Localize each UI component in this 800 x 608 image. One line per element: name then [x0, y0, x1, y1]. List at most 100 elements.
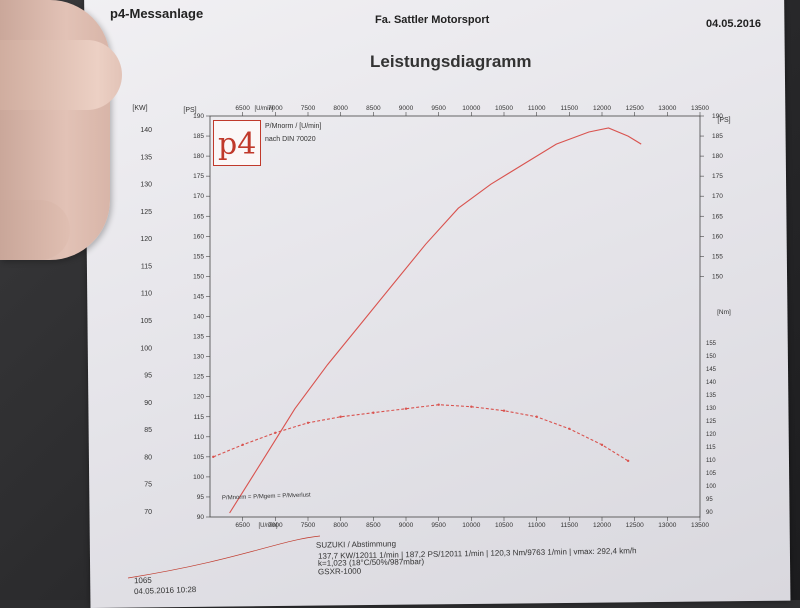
- x-tick-label-bottom: 13000: [658, 522, 676, 529]
- footer-curve: [127, 535, 321, 579]
- footer-id: 1065: [133, 575, 152, 586]
- x-tick-label-bottom: 7000: [268, 522, 283, 529]
- ps-tick-label-right: 165: [712, 213, 723, 220]
- nm-tick-label: 150: [706, 354, 717, 360]
- nm-unit: [Nm]: [717, 309, 731, 316]
- x-tick-label-top: 7000: [268, 105, 283, 112]
- x-tick-label-top: 11500: [561, 105, 579, 112]
- kw-tick-label: 85: [144, 427, 152, 434]
- ps-unit-left: [PS]: [183, 107, 196, 114]
- x-tick-label-top: 13500: [691, 105, 709, 112]
- nm-tick-label: 120: [706, 432, 717, 438]
- x-tick-label-bottom: 10000: [462, 522, 480, 529]
- ps-tick-label-left: 125: [193, 374, 204, 381]
- x-tick-label-bottom: 12000: [593, 522, 611, 529]
- kw-tick-label: 75: [144, 482, 152, 489]
- torque-point: [339, 415, 342, 418]
- x-tick-label-top: 12500: [626, 105, 644, 112]
- x-tick-label-top: 8000: [333, 105, 348, 112]
- ps-tick-label-left: 115: [194, 414, 205, 421]
- header-left: p4-Messanlage: [110, 6, 204, 21]
- torque-point: [274, 431, 277, 434]
- ps-tick-label-right: 150: [712, 273, 723, 280]
- x-tick-label-bottom: 12500: [626, 522, 644, 529]
- x-tick-label-bottom: 9500: [431, 522, 446, 529]
- kw-unit: [KW]: [132, 105, 147, 112]
- x-tick-label-top: 9500: [431, 105, 446, 112]
- torque-point: [568, 427, 571, 430]
- ps-tick-label-left: 160: [193, 233, 204, 240]
- kw-tick-label: 115: [141, 263, 152, 270]
- x-tick-label-bottom: 11500: [561, 522, 579, 529]
- ps-tick-label-left: 90: [197, 514, 205, 521]
- torque-point: [437, 403, 440, 406]
- header-center: Fa. Sattler Motorsport: [375, 14, 490, 26]
- ps-tick-label-left: 175: [193, 173, 204, 180]
- kw-tick-label: 100: [140, 345, 152, 352]
- ps-tick-label-left: 130: [193, 354, 204, 361]
- x-tick-label-top: 12000: [593, 105, 611, 112]
- ps-tick-label-left: 170: [193, 193, 204, 200]
- header-date: 04.05.2016: [706, 18, 762, 30]
- ps-tick-label-left: 110: [194, 434, 205, 441]
- kw-tick-label: 120: [140, 236, 152, 243]
- hand-finger: [0, 200, 70, 260]
- nm-tick-label: 105: [706, 471, 717, 477]
- ps-tick-label-right: 170: [712, 193, 723, 200]
- kw-tick-label: 105: [140, 318, 152, 325]
- x-tick-label-bottom: 9000: [399, 522, 414, 529]
- p4-logo: p4: [213, 120, 261, 166]
- x-tick-label-top: 9000: [399, 105, 414, 112]
- kw-tick-label: 125: [140, 209, 152, 216]
- kw-tick-label: 95: [144, 373, 152, 380]
- torque-point: [535, 415, 538, 418]
- kw-tick-label: 90: [144, 400, 152, 407]
- x-tick-label-top: 13000: [658, 105, 676, 112]
- nm-tick-label: 130: [706, 406, 717, 412]
- x-tick-label-top: 6500: [235, 105, 250, 112]
- ps-tick-label-left: 105: [193, 454, 204, 461]
- x-unit-bottom: [U/min]: [258, 523, 277, 529]
- nm-tick-label: 100: [706, 484, 717, 490]
- ps-tick-label-left: 100: [193, 474, 204, 481]
- nm-tick-label: 95: [706, 497, 713, 503]
- ps-tick-label-right: 160: [712, 233, 723, 240]
- x-tick-label-top: 10500: [495, 105, 513, 112]
- nm-tick-label: 115: [706, 445, 716, 451]
- series-line-power: [229, 127, 642, 514]
- series-line-torque: [213, 404, 629, 462]
- x-tick-label-top: 11000: [528, 105, 546, 112]
- torque-point: [372, 411, 375, 414]
- ps-tick-label-left: 155: [193, 253, 204, 260]
- ps-tick-label-right: 180: [712, 153, 723, 160]
- torque-point: [502, 409, 506, 412]
- p4-logo-mark: p4: [218, 127, 257, 162]
- kw-tick-label: 135: [140, 154, 152, 161]
- kw-tick-label: 140: [140, 127, 152, 134]
- torque-point: [404, 407, 408, 410]
- nm-tick-label: 155: [706, 341, 717, 347]
- x-tick-label-top: 10000: [462, 105, 480, 112]
- ps-tick-label-left: 135: [193, 334, 204, 341]
- torque-point: [306, 421, 310, 424]
- chart-title: Leistungsdiagramm: [370, 52, 532, 71]
- torque-point: [212, 455, 215, 459]
- nm-tick-label: 125: [706, 419, 717, 425]
- kw-tick-label: 130: [140, 182, 152, 189]
- ps-tick-label-right: 175: [712, 173, 723, 180]
- ps-tick-label-left: 120: [193, 394, 204, 401]
- x-tick-label-bottom: 6500: [235, 522, 250, 529]
- ps-tick-label-right: 185: [712, 133, 723, 140]
- nm-tick-label: 145: [706, 367, 717, 373]
- ps-tick-label-left: 140: [193, 314, 204, 321]
- nm-tick-label: 135: [706, 393, 717, 399]
- plot-frame: [209, 115, 701, 518]
- nm-tick-label: 140: [706, 380, 717, 386]
- ps-tick-label-left: 190: [193, 113, 204, 120]
- x-tick-label-top: 8500: [366, 105, 381, 112]
- nm-tick-label: 110: [706, 458, 716, 464]
- x-tick-label-bottom: 13500: [691, 522, 709, 529]
- ps-tick-label-right: 190: [712, 113, 723, 120]
- torque-point: [626, 459, 630, 463]
- x-tick-label-bottom: 8500: [366, 522, 381, 529]
